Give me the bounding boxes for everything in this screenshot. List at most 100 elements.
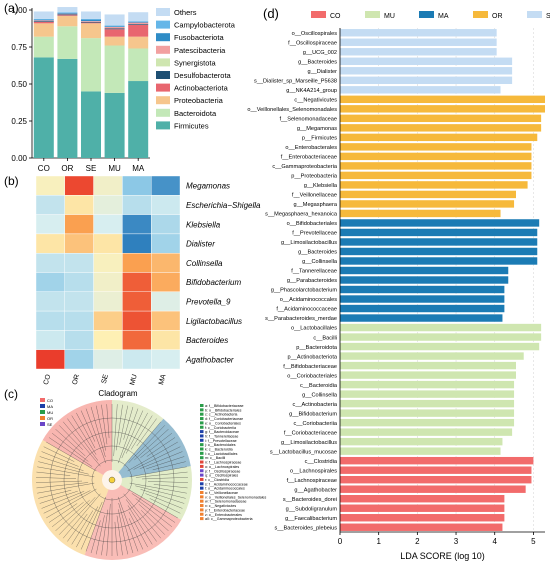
cladogram-branch: [63, 421, 101, 467]
lda-bar-label: f__Enterobacteriaceae: [281, 155, 337, 161]
cladogram-branch: [80, 501, 103, 550]
cladogram-taxon-swatch: [200, 499, 204, 503]
heatmap-cell: [64, 291, 94, 312]
heatmap-cell: [122, 291, 152, 312]
legend-swatch: [156, 121, 170, 130]
cladogram-branch: [146, 456, 185, 470]
heatmap-cell: [93, 175, 123, 196]
legend-label: Fusobacteriota: [174, 33, 224, 42]
cladogram-branch: [55, 499, 90, 531]
lda-bar-label: g__Collinsella: [302, 259, 338, 265]
legend-label: Bacteroidota: [174, 109, 217, 118]
bar-segment: [81, 19, 101, 22]
heatmap-row-label: Prevotella_9: [186, 297, 231, 306]
cladogram-branch: [52, 502, 84, 527]
lda-bar-label: g__UCG_002: [303, 50, 337, 56]
legend-swatch: [156, 45, 170, 54]
lda-bar-label: o__Lachnospirales: [290, 468, 337, 474]
cladogram-ring: [63, 431, 161, 529]
legend-swatch: [156, 96, 170, 105]
bar-segment: [81, 11, 101, 19]
lda-bar: [340, 333, 542, 341]
cladogram-taxon-swatch: [200, 417, 204, 421]
heatmap-cell: [122, 214, 152, 235]
lda-bar-label: g__Limosilactobacillus: [281, 240, 337, 246]
heatmap-cell: [35, 175, 65, 196]
cladogram-ring: [49, 417, 175, 543]
cladogram-branch: [46, 441, 97, 472]
cladogram-branch: [130, 415, 153, 450]
cladogram-taxon-label: j: o__Bacteroidales: [204, 443, 236, 447]
lda-bar-label: g__Bifidobacterium: [289, 411, 337, 417]
heatmap-cell: [150, 233, 181, 254]
bar-segment: [104, 25, 125, 27]
lda-bar-label: g__Phascolarctobacterium: [271, 288, 338, 294]
heatmap-cell: [35, 252, 65, 273]
clade-sector-co-2: [84, 485, 182, 560]
cladogram-taxon-label: i: f__Prevotellaceae: [205, 439, 237, 443]
lda-bar: [340, 228, 538, 237]
cladogram-branch: [118, 408, 139, 464]
legend-label: Patescibacteria: [174, 46, 226, 55]
lda-bar: [340, 323, 542, 332]
heatmap-cell: [93, 252, 123, 273]
heatmap-cell: [93, 291, 123, 312]
heatmap-col-label: SE: [101, 373, 110, 384]
cladogram-branch: [125, 412, 148, 454]
heatmap-col-label: CO: [43, 373, 53, 385]
lda-bar-label: o__Enterobacterales: [285, 145, 337, 151]
bar-segment: [128, 21, 149, 22]
lda-bar-label: f__Oscillospiraceae: [288, 40, 337, 46]
bar-segment: [57, 15, 78, 16]
legend-label: MA: [438, 13, 449, 20]
legend-swatch: [156, 58, 170, 67]
lda-bar-label: p__Bacteroidota: [296, 345, 338, 351]
cladogram-branch: [38, 490, 72, 499]
cladogram-branch: [145, 493, 183, 509]
cladogram-branch: [129, 466, 187, 478]
lda-bar-label: g__Bacteroides: [298, 59, 337, 65]
lda-bar-label: s__Parabacteroides_merdae: [265, 316, 337, 322]
heatmap-cell: [64, 330, 94, 350]
cladogram-branch: [135, 498, 172, 527]
heatmap-row-label: Collinsella: [186, 259, 223, 268]
lda-bar: [340, 485, 526, 493]
cladogram-branch: [48, 503, 78, 523]
cladogram-taxon-label: a0: c__Gammaproteobacteria: [205, 517, 253, 521]
y-tick-label: 1.00: [11, 6, 27, 15]
heatmap-cell: [64, 310, 94, 331]
cladogram-taxon-label: v: o__Veillonellales_Selenomonadales: [205, 495, 267, 499]
cladogram-taxon-swatch: [200, 508, 204, 512]
lda-bar: [340, 76, 513, 85]
heatmap-cell: [64, 252, 94, 273]
cladogram-branch: [36, 482, 89, 489]
bar-segment: [81, 21, 101, 22]
cladogram-taxon-label: t: o__Acidaminococcales: [205, 487, 245, 491]
cladogram-branch: [131, 493, 176, 523]
cladogram-branch: [59, 497, 96, 535]
cladogram-legend-label: MU: [47, 410, 53, 415]
bar-segment: [57, 13, 78, 15]
lda-bar-label: s__Bacteroides_plebeius: [274, 525, 337, 531]
cladogram-taxon-label: z: o__Enterobacterales: [205, 513, 242, 517]
cladogram-branch: [135, 485, 186, 499]
cladogram-title: Cladogram: [98, 389, 137, 398]
cladogram-taxon-swatch: [200, 438, 204, 442]
cladogram-branch: [123, 421, 161, 467]
heatmap-row-label: Bacteroides: [186, 336, 228, 345]
bar-segment: [33, 21, 54, 22]
cladogram-branch: [41, 491, 85, 509]
lda-bar: [340, 57, 513, 65]
cladogram-branch: [106, 503, 111, 556]
cladogram-taxon-swatch: [200, 517, 204, 521]
cladogram-branch: [116, 515, 123, 556]
cladogram-branch: [118, 503, 134, 554]
cladogram-root-node: [108, 476, 116, 484]
bar-segment: [81, 21, 101, 23]
cladogram-taxon-label: m: c__Bacilli: [205, 456, 225, 460]
cladogram-branch: [123, 406, 134, 440]
heatmap-cell: [150, 272, 181, 292]
heatmap-cell: [64, 233, 94, 254]
lda-bar-label: o__Lactobacillales: [291, 326, 337, 332]
heatmap-col-label: MA: [158, 373, 168, 385]
